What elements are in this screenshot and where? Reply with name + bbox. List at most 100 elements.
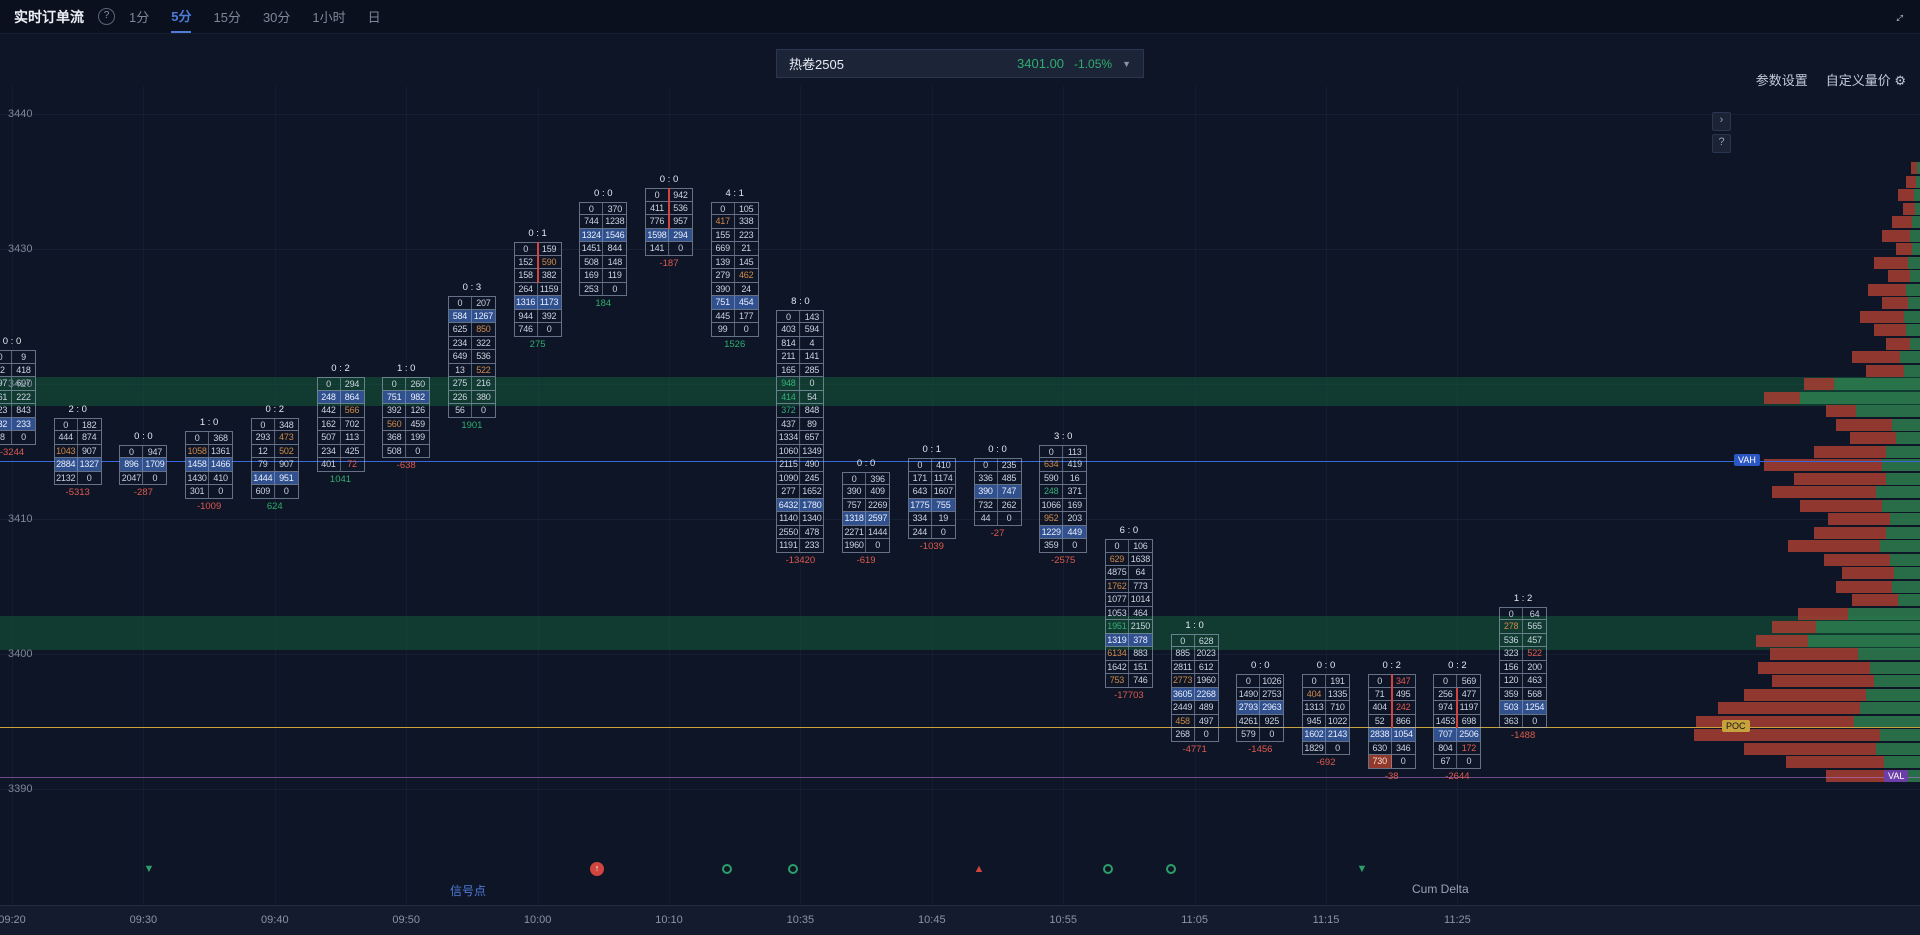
bid-volume: 707 bbox=[1434, 728, 1458, 741]
footprint-row: 630 346 bbox=[1367, 741, 1416, 756]
ask-volume: 755 bbox=[931, 498, 955, 512]
footprint-row: 414 54 bbox=[776, 390, 825, 405]
bid-volume: 268 bbox=[1172, 728, 1195, 741]
time-axis-label: 11:15 bbox=[1312, 914, 1340, 926]
ask-volume: 522 bbox=[476, 364, 491, 375]
bid-volume: 0 bbox=[55, 418, 78, 431]
bid-volume: 417 bbox=[712, 215, 735, 228]
sell-volume-segment bbox=[1852, 351, 1900, 363]
timeframe-tab-5分[interactable]: 5分 bbox=[171, 0, 192, 33]
ask-volume: 1335 bbox=[1327, 688, 1348, 699]
vah-label: VAH bbox=[1734, 453, 1760, 466]
buy-volume-segment bbox=[1908, 297, 1920, 309]
ask-volume: 883 bbox=[1133, 648, 1148, 659]
bid-volume: 508 bbox=[580, 255, 604, 269]
buy-volume-segment bbox=[1898, 594, 1920, 606]
ask-volume: 1444 bbox=[867, 526, 888, 537]
custom-volume-link[interactable]: 自定义量价 ⚙ bbox=[1826, 70, 1906, 89]
ask-volume: 0 bbox=[86, 472, 92, 483]
panel-collapse-button[interactable]: › bbox=[1712, 112, 1731, 131]
signal-upc-icon: ↑ bbox=[590, 862, 604, 876]
timeframe-tab-1分[interactable]: 1分 bbox=[129, 10, 150, 25]
imbalance-header: 0 : 0 bbox=[988, 444, 1007, 456]
delta-footer: -692 bbox=[1316, 757, 1336, 769]
panel-help-button[interactable]: ? bbox=[1712, 134, 1731, 153]
buy-volume-segment bbox=[1882, 459, 1920, 471]
delta-footer: -1039 bbox=[919, 541, 944, 553]
imbalance-header: 3 : 0 bbox=[1053, 430, 1073, 442]
ask-volume: 418 bbox=[16, 364, 31, 375]
contract-price: 3401.00 bbox=[1017, 56, 1065, 71]
bid-volume: 404 bbox=[1303, 687, 1327, 701]
timeframe-tab-30分[interactable]: 30分 bbox=[262, 10, 291, 25]
sell-volume-segment bbox=[1836, 580, 1892, 593]
chevron-down-icon[interactable]: ▼ bbox=[1122, 58, 1131, 69]
bid-volume: 0 bbox=[1303, 675, 1327, 687]
ask-volume: 462 bbox=[738, 270, 754, 281]
param-settings-link[interactable]: 参数设置 bbox=[1755, 73, 1808, 88]
timeframe-tab-1小时[interactable]: 1小时 bbox=[312, 10, 346, 25]
bid-volume: 1642 bbox=[1106, 660, 1129, 674]
help-icon[interactable]: ? bbox=[98, 8, 115, 25]
volume-profile-bar bbox=[1824, 553, 1920, 566]
bid-volume: 234 bbox=[318, 444, 341, 458]
volume-profile-bar bbox=[1772, 675, 1920, 687]
sell-volume-segment bbox=[1828, 513, 1890, 525]
ask-volume: 568 bbox=[1527, 688, 1542, 699]
bid-volume: 279 bbox=[712, 269, 735, 282]
bid-volume: 776 bbox=[646, 215, 670, 228]
volume-profile-bar bbox=[1770, 648, 1920, 660]
footprint-row: 279 462 bbox=[710, 269, 759, 283]
price-axis-label: 3390 bbox=[8, 783, 33, 795]
footprint-row: 1191 233 bbox=[776, 539, 825, 553]
bid-volume: 1762 bbox=[1106, 579, 1129, 593]
sell-volume-segment bbox=[1898, 189, 1914, 201]
ask-volume: 106 bbox=[1133, 541, 1148, 552]
sell-volume-segment bbox=[1896, 243, 1912, 255]
ask-volume: 338 bbox=[738, 216, 754, 227]
bid-volume: 746 bbox=[515, 323, 538, 336]
expand-icon[interactable]: ↔ bbox=[1887, 5, 1910, 28]
ask-volume: 0 bbox=[678, 243, 683, 254]
sell-volume-segment bbox=[1826, 405, 1856, 417]
ask-volume: 0 bbox=[809, 378, 815, 389]
poc-label: POC bbox=[1722, 719, 1750, 732]
footprint-row: 162 702 bbox=[316, 417, 365, 432]
ask-volume: 2963 bbox=[1260, 701, 1284, 714]
time-axis-label: 10:10 bbox=[655, 914, 683, 926]
bid-volume: 4261 bbox=[1237, 714, 1261, 728]
ask-volume: 473 bbox=[279, 432, 294, 443]
sell-volume-segment bbox=[1764, 459, 1882, 471]
volume-profile-bar bbox=[1896, 243, 1920, 255]
vah-line bbox=[0, 460, 1920, 462]
price-axis-label: 3400 bbox=[8, 648, 33, 660]
bid-volume: 669 bbox=[712, 242, 735, 255]
buy-volume-segment bbox=[1917, 162, 1920, 174]
ask-volume: 843 bbox=[16, 405, 31, 416]
buy-volume-segment bbox=[1914, 189, 1920, 201]
imbalance-header: 0 : 1 bbox=[922, 444, 942, 456]
footprint-row: 1451 844 bbox=[579, 242, 628, 256]
bid-volume: 1960 bbox=[843, 539, 867, 552]
ask-volume: 850 bbox=[476, 324, 491, 335]
bid-volume: 643 bbox=[909, 485, 932, 498]
footprint-column: 0 : 2 0 348 293 473 12 502 79 907 1444 951 609 0 624 bbox=[250, 404, 299, 512]
sell-volume-segment bbox=[1770, 648, 1858, 660]
contract-selector[interactable]: 热卷2505 3401.00 -1.05% ▼ bbox=[776, 49, 1144, 78]
timeframe-tab-15分[interactable]: 15分 bbox=[213, 10, 241, 25]
footprint-row: 404 1335 bbox=[1302, 687, 1350, 702]
bid-volume: 158 bbox=[515, 269, 538, 282]
ask-volume: 565 bbox=[1527, 621, 1542, 632]
buy-volume-segment bbox=[1886, 472, 1920, 485]
bid-volume: 392 bbox=[383, 404, 407, 417]
bid-volume: 0 bbox=[252, 418, 275, 431]
bid-volume: 12 bbox=[0, 363, 13, 377]
bid-volume: 12 bbox=[252, 444, 275, 458]
sell-volume-segment bbox=[1824, 553, 1890, 566]
footprint-row: 1458 1466 bbox=[185, 458, 234, 472]
timeframe-tab-日[interactable]: 日 bbox=[367, 10, 381, 25]
footprint-row: 0 106 bbox=[1104, 539, 1153, 553]
footprint-row: 1058 1361 bbox=[185, 444, 234, 459]
footprint-row: 1334 657 bbox=[776, 431, 825, 445]
ask-volume: 0 bbox=[415, 445, 421, 456]
